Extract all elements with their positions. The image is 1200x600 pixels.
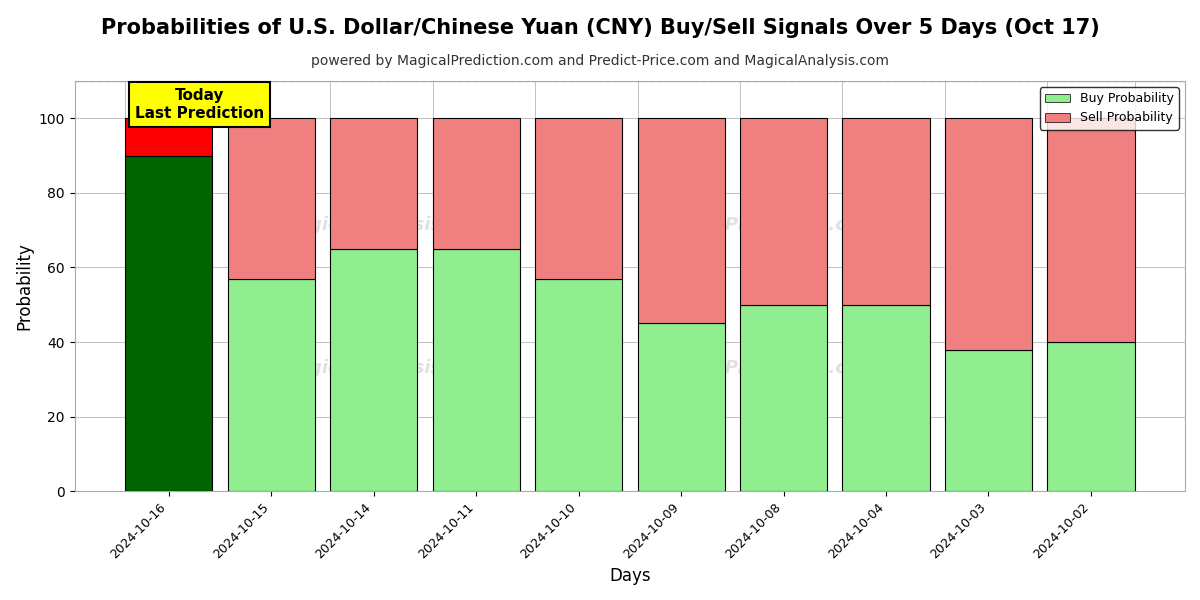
Bar — [944, 118, 1032, 350]
Text: MagicalPrediction.com: MagicalPrediction.com — [648, 215, 878, 233]
Text: MagicalPrediction.com: MagicalPrediction.com — [648, 359, 878, 377]
Bar — [1048, 342, 1134, 491]
Bar — [740, 305, 827, 491]
Bar — [432, 249, 520, 491]
Text: Today
Last Prediction: Today Last Prediction — [134, 88, 264, 121]
Y-axis label: Probability: Probability — [16, 242, 34, 330]
Bar — [228, 118, 314, 278]
Bar — [637, 118, 725, 323]
Bar — [944, 350, 1032, 491]
Bar — [125, 118, 212, 155]
Text: MagicalAnalysis.com: MagicalAnalysis.com — [280, 215, 491, 233]
Bar — [637, 323, 725, 491]
Text: MagicalAnalysis.com: MagicalAnalysis.com — [280, 359, 491, 377]
Bar — [535, 278, 622, 491]
Text: powered by MagicalPrediction.com and Predict-Price.com and MagicalAnalysis.com: powered by MagicalPrediction.com and Pre… — [311, 54, 889, 68]
Bar — [330, 249, 418, 491]
Bar — [535, 118, 622, 278]
Bar — [842, 305, 930, 491]
Legend: Buy Probability, Sell Probability: Buy Probability, Sell Probability — [1040, 87, 1178, 130]
Bar — [228, 278, 314, 491]
Bar — [125, 155, 212, 491]
Bar — [432, 118, 520, 249]
Bar — [330, 118, 418, 249]
Bar — [1048, 118, 1134, 342]
X-axis label: Days: Days — [610, 567, 650, 585]
Bar — [740, 118, 827, 305]
Bar — [842, 118, 930, 305]
Text: Probabilities of U.S. Dollar/Chinese Yuan (CNY) Buy/Sell Signals Over 5 Days (Oc: Probabilities of U.S. Dollar/Chinese Yua… — [101, 18, 1099, 38]
